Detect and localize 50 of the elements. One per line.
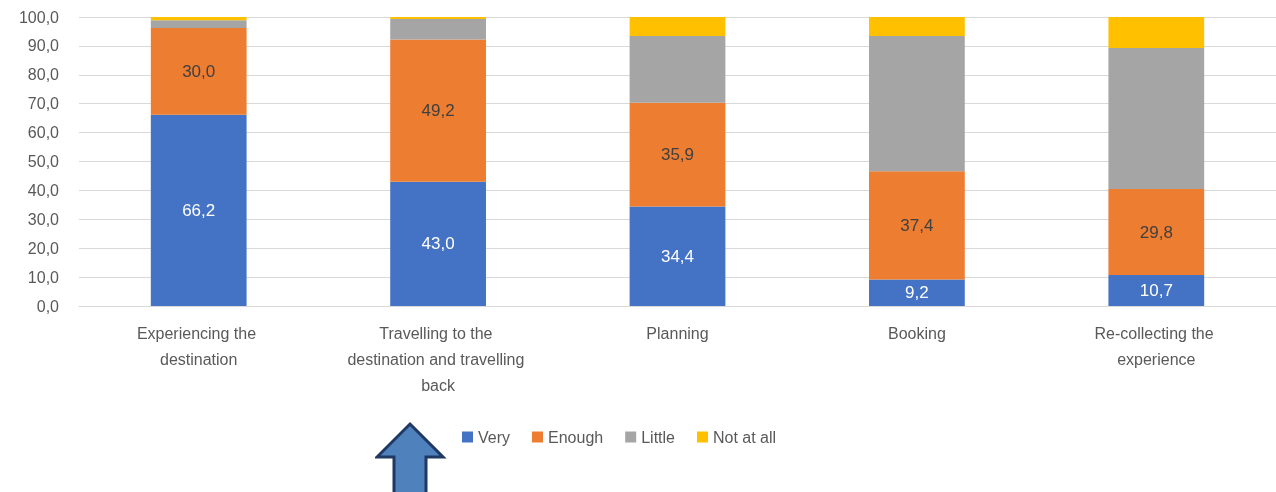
bar (1108, 47, 1205, 189)
bar (390, 17, 486, 20)
bar (869, 36, 965, 172)
bar (1108, 188, 1205, 276)
data-label: 37,4 (900, 215, 934, 235)
bar (390, 181, 486, 306)
bar (869, 279, 965, 306)
bar (629, 17, 726, 37)
y-tick-label: 30,0 (27, 210, 60, 228)
data-label: 9,2 (905, 283, 929, 303)
bar (150, 20, 247, 28)
bar (150, 114, 247, 306)
y-tick-label: 90,0 (27, 37, 60, 55)
data-label: 10,7 (1139, 281, 1173, 301)
bar (150, 27, 247, 115)
data-label: 34,4 (660, 246, 695, 266)
bar (629, 206, 726, 306)
x-tick-label: Planning (646, 324, 709, 342)
y-tick-label: 0,0 (36, 297, 60, 315)
y-tick-label: 80,0 (27, 66, 60, 84)
bar (869, 171, 965, 280)
data-label: 66,2 (182, 200, 216, 220)
y-tick-label: 60,0 (27, 124, 60, 142)
y-tick-label: 20,0 (27, 239, 60, 257)
x-tick-label: Re-collecting the experience (1094, 324, 1219, 368)
data-label: 43,0 (421, 234, 455, 254)
y-tick-label: 100,0 (18, 8, 60, 26)
bar (390, 39, 486, 182)
data-label: 35,9 (660, 145, 695, 165)
x-tick-label: Booking (887, 324, 946, 342)
bar (629, 36, 726, 103)
legend-label: Not at all (712, 428, 777, 446)
x-tick-label: Experiencing the destination (136, 324, 261, 368)
data-label: 29,8 (1139, 222, 1173, 242)
legend-label: Enough (548, 428, 604, 446)
bar (629, 102, 726, 207)
y-tick-label: 50,0 (27, 153, 60, 170)
bar (390, 19, 486, 40)
x-tick-label: Travelling to the destination and travelling back (347, 324, 529, 394)
data-label: 49,2 (421, 101, 455, 121)
y-tick-label: 40,0 (27, 181, 60, 199)
bar (1108, 17, 1205, 48)
bar (150, 17, 247, 21)
bar (1108, 275, 1205, 306)
data-label: 30,0 (182, 61, 216, 81)
legend-label: Little (641, 428, 676, 446)
y-tick-label: 10,0 (27, 268, 60, 286)
legend-label: Very (478, 428, 511, 446)
bar (869, 17, 965, 37)
y-tick-label: 70,0 (27, 95, 60, 113)
